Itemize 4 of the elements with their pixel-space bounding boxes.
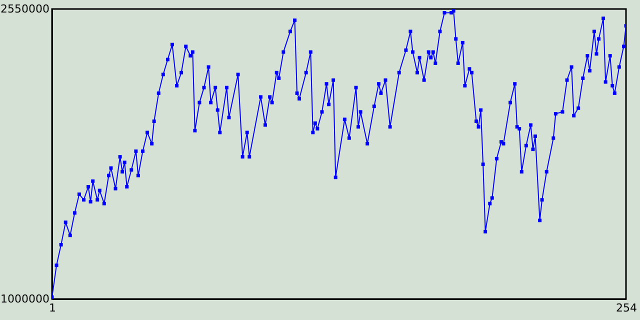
x-tick-label: 254 — [616, 302, 637, 314]
y-tick-label: 1000000 — [0, 292, 50, 306]
y-tick-label: 2550000 — [0, 2, 50, 16]
x-tick-label: 1 — [49, 302, 56, 314]
